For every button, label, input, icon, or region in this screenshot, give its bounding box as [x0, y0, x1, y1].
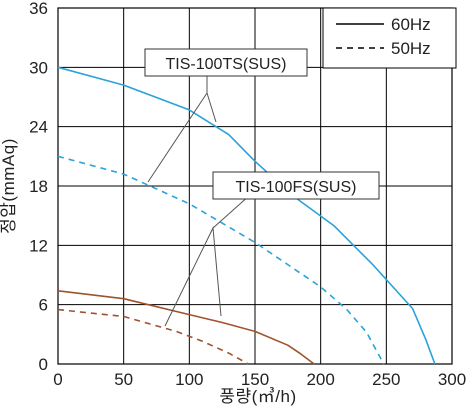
chart-ticks: 0 50 100 150 200 250 300 0 6 12 18 24 30 36	[29, 0, 466, 389]
y-tick-label: 0	[39, 355, 48, 374]
x-tick-label: 250	[372, 370, 400, 389]
x-tick-label: 100	[175, 370, 203, 389]
series-line	[57, 155, 385, 365]
legend: 60Hz 50Hz	[322, 7, 457, 69]
callout-label: TIS-100FS(SUS)	[236, 179, 357, 196]
callout-leader-line	[212, 194, 251, 229]
series-line	[57, 290, 315, 365]
x-axis-title: 풍량(㎥/h)	[219, 387, 296, 406]
y-tick-label: 6	[39, 296, 48, 315]
x-tick-label: 150	[241, 370, 269, 389]
callout-box	[212, 171, 380, 200]
legend-item-50hz: 50Hz	[391, 39, 431, 58]
chart-series	[57, 66, 436, 365]
y-tick-label: 36	[29, 0, 48, 18]
callout-tis-100fs: TIS-100FS(SUS)	[164, 171, 380, 327]
legend-item-60hz: 60Hz	[391, 15, 431, 34]
y-tick-label: 24	[29, 118, 48, 137]
x-tick-label: 50	[114, 370, 133, 389]
series-line	[57, 66, 436, 365]
callout-box	[144, 48, 308, 77]
series-line	[57, 308, 249, 365]
x-tick-label: 300	[438, 370, 466, 389]
callout-label: TIS-100TS(SUS)	[166, 56, 287, 73]
plot-frame	[57, 7, 453, 365]
callout-tis-100ts: TIS-100TS(SUS)	[144, 48, 308, 183]
y-axis-title: 정압(mmAq)	[0, 138, 18, 234]
y-tick-label: 30	[29, 58, 48, 77]
y-tick-label: 18	[29, 177, 48, 196]
y-tick-label: 12	[29, 236, 48, 255]
legend-box	[322, 7, 457, 69]
x-tick-label: 0	[53, 370, 62, 389]
x-tick-label: 200	[306, 370, 334, 389]
